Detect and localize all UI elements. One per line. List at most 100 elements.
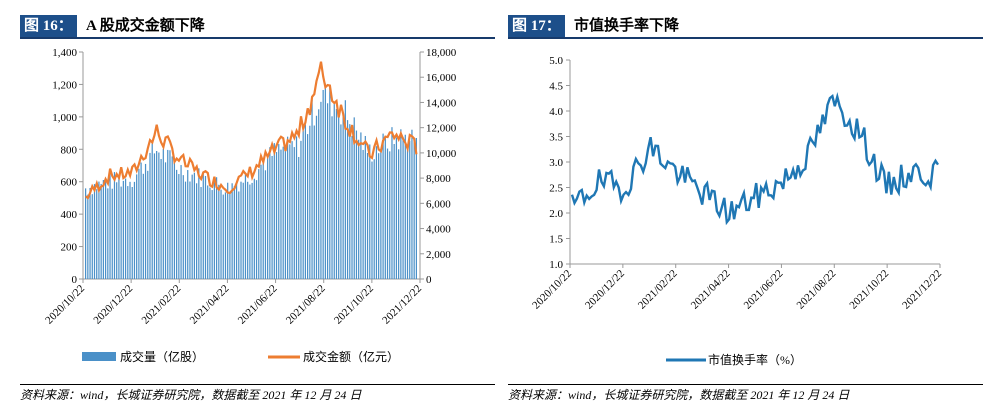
- volume-bar: [302, 130, 304, 279]
- volume-bar: [182, 175, 184, 279]
- volume-bar: [380, 150, 382, 279]
- volume-bar: [373, 159, 375, 279]
- legend-label-volume: 成交量（亿股）: [120, 349, 204, 364]
- volume-bar: [267, 155, 269, 279]
- volume-bar: [91, 194, 93, 279]
- volume-bar: [207, 185, 209, 279]
- volume-bar: [102, 180, 104, 279]
- volume-bar: [375, 146, 378, 279]
- volume-bar: [398, 149, 400, 279]
- volume-bar: [333, 104, 335, 279]
- volume-bar: [353, 117, 355, 279]
- x-tick-label: 2021/02/22: [636, 268, 680, 312]
- volume-bar: [386, 148, 389, 279]
- y-tick-label-left: 600: [61, 177, 78, 189]
- legend-swatch-volume: [82, 352, 116, 361]
- volume-bar: [280, 149, 282, 279]
- y-tick-label-left: 1,200: [52, 79, 77, 91]
- volume-bar: [111, 188, 113, 279]
- legend-label-amount: 成交金额（亿元）: [303, 349, 399, 364]
- x-tick-label: 2021/12/22: [900, 268, 944, 312]
- volume-bar: [116, 182, 118, 279]
- volume-bar: [140, 162, 142, 279]
- volume-bar: [293, 147, 295, 279]
- volume-bar: [271, 155, 273, 279]
- volume-bar: [411, 129, 413, 279]
- y-tick-label-right: 14,000: [426, 97, 457, 109]
- volume-bar: [346, 120, 349, 279]
- volume-bar: [156, 151, 158, 279]
- x-tick-label: 2021/06/22: [236, 283, 280, 327]
- volume-bar: [224, 192, 227, 279]
- volume-bar: [187, 170, 189, 279]
- volume-bar: [129, 181, 131, 279]
- y-tick-label-right: 12,000: [426, 123, 457, 135]
- volume-bar: [362, 149, 364, 279]
- volume-bar: [231, 183, 233, 279]
- x-tick-label: 2021/06/22: [742, 268, 786, 312]
- volume-bar: [395, 137, 398, 279]
- volume-amount-chart: 0 200 400 600 800 1,000 1,200 1,400 0 2,000 4,000 6…: [43, 47, 457, 364]
- y-tick-label-left: 0: [72, 274, 78, 286]
- volume-bar: [255, 180, 258, 279]
- volume-bar: [309, 125, 311, 279]
- volume-bar: [242, 182, 244, 279]
- volume-bar: [147, 170, 149, 279]
- figure-title: A 股成交金额下降: [86, 18, 205, 34]
- volume-bar: [178, 174, 180, 279]
- volume-bar: [118, 176, 120, 279]
- volume-bar: [262, 162, 264, 279]
- x-tick-label: 2020/10/22: [43, 283, 87, 327]
- volume-bar: [384, 135, 386, 279]
- volume-bar: [369, 144, 371, 279]
- volume-bar: [213, 182, 215, 279]
- turnover-amount-panel: 图 16： A 股成交金额下降 0 200 400 600 800 1,000 1,200 1…: [20, 0, 495, 412]
- volume-bar: [173, 162, 176, 279]
- volume-bar: [164, 162, 167, 279]
- y-tick-label: 4.0: [549, 106, 563, 118]
- volume-bar: [300, 140, 302, 279]
- volume-bar: [229, 192, 231, 279]
- volume-bar: [273, 143, 275, 279]
- volume-bar: [167, 149, 169, 279]
- volume-bar: [238, 191, 240, 279]
- legend-label-turnover: 市值换手率（%）: [708, 352, 802, 367]
- volume-bar: [344, 100, 346, 280]
- volume-bar: [289, 144, 291, 279]
- volume-bar: [151, 143, 153, 279]
- y-tick-label: 4.5: [549, 81, 563, 93]
- volume-bar: [287, 136, 289, 279]
- volume-bar: [233, 186, 235, 279]
- turnover-line: [570, 92, 940, 226]
- volume-bar: [222, 194, 224, 279]
- volume-bar: [311, 99, 313, 279]
- x-tick-label: 2021/02/22: [139, 283, 183, 327]
- source-note: 资料来源：wind，长城证券研究院，数据截至 2021 年 12 月 24 日: [508, 384, 983, 407]
- volume-bar: [413, 138, 415, 279]
- volume-bar: [351, 135, 353, 279]
- volume-bar: [371, 161, 373, 279]
- x-tick-label: 2020/12/22: [91, 283, 135, 327]
- volume-bar: [133, 181, 136, 279]
- volume-bar: [406, 149, 409, 279]
- x-tick-label: 2020/12/22: [583, 268, 627, 312]
- volume-bar: [180, 165, 182, 279]
- volume-bar: [124, 178, 127, 279]
- y-tick-label-right: 6,000: [426, 198, 451, 210]
- volume-bar: [96, 189, 98, 279]
- volume-bar: [291, 141, 293, 279]
- y-tick-label: 1.5: [549, 234, 563, 246]
- volume-bar: [244, 173, 247, 279]
- x-tick-label: 2021/04/22: [689, 268, 733, 312]
- volume-bar: [189, 181, 191, 279]
- market-cap-turnover-panel: 图 17： 市值换手率下降 1.0 1.5 2.0 2.5 3.0 3.5 4.0 4.5 5.…: [508, 0, 983, 412]
- volume-bar: [249, 184, 251, 279]
- x-tick-label: 2021/04/22: [188, 283, 232, 327]
- y-tick-label-left: 1,000: [52, 112, 77, 124]
- volume-bar: [391, 127, 393, 279]
- volume-bar: [393, 144, 395, 279]
- volume-bar: [324, 83, 326, 279]
- volume-bar: [209, 187, 211, 279]
- volume-bar: [196, 183, 198, 279]
- volume-bar: [313, 125, 315, 279]
